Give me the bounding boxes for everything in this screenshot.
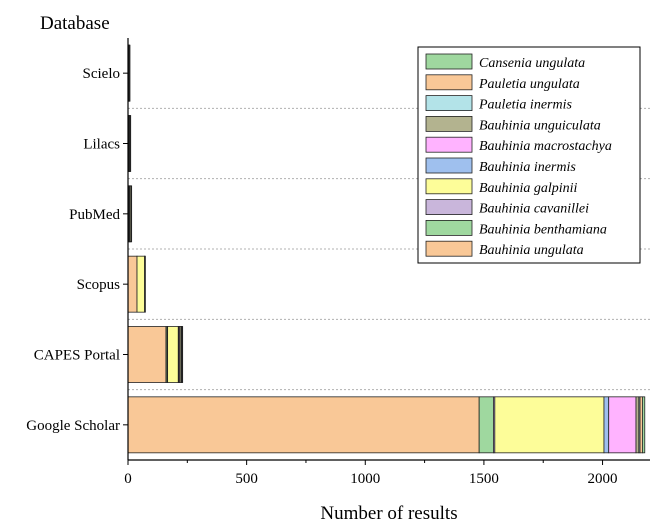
bar-capes-portal-bauhinia-galpinii <box>167 326 179 383</box>
legend-label-bauhinia-benthamiana: Bauhinia benthamiana <box>479 222 607 237</box>
bar-capes-portal-cansenia-ungulata <box>181 326 184 383</box>
x-tick-label: 2000 <box>588 471 618 487</box>
bars <box>127 44 646 454</box>
bar-capes-portal-bauhinia-ungulata <box>127 326 167 383</box>
legend-swatch-bauhinia-ungulata <box>425 240 473 257</box>
legend-label-bauhinia-unguiculata: Bauhinia unguiculata <box>479 118 601 133</box>
bar-google-scholar-bauhinia-macrostachya <box>608 396 637 454</box>
y-category-label: Scopus <box>77 277 121 293</box>
legend-swatch-pauletia-inermis <box>425 95 473 111</box>
y-category-label: Lilacs <box>83 137 120 153</box>
y-category-label: Scielo <box>83 66 121 82</box>
bar-google-scholar-bauhinia-ungulata <box>127 396 480 454</box>
bar-scielo-pauletia-ungulata <box>128 44 131 102</box>
bar-google-scholar-bauhinia-unguiculata <box>635 396 640 454</box>
bar-scopus-bauhinia-galpinii <box>136 255 146 313</box>
bar-lilacs-pauletia-ungulata <box>129 115 132 172</box>
bar-google-scholar-bauhinia-inermis <box>603 396 610 454</box>
legend-swatch-bauhinia-inermis <box>425 157 473 174</box>
legend-label-bauhinia-cavanillei: Bauhinia cavanillei <box>479 202 589 217</box>
axes <box>127 38 650 461</box>
bar-google-scholar-bauhinia-benthamiana <box>478 396 494 454</box>
legend-label-cansenia-ungulata: Cansenia ungulata <box>479 56 585 71</box>
x-tick-label: 500 <box>235 471 258 487</box>
legend-label-bauhinia-macrostachya: Bauhinia macrostachya <box>479 139 612 154</box>
y-category-label: Google Scholar <box>26 418 120 434</box>
legend-swatch-bauhinia-macrostachya <box>425 136 473 153</box>
x-tick-label: 1000 <box>350 471 380 487</box>
legend-swatch-pauletia-ungulata <box>425 74 473 91</box>
bar-scopus-bauhinia-unguiculata <box>144 255 146 313</box>
y-axis-title: Database <box>40 13 110 34</box>
legend-label-bauhinia-ungulata: Bauhinia ungulata <box>479 243 584 258</box>
legend-swatch-cansenia-ungulata <box>425 53 473 70</box>
x-axis-ticks: 0 500 1000 1500 2000 <box>124 460 618 487</box>
bar-google-scholar-cansenia-ungulata <box>642 396 646 454</box>
y-category-label: CAPES Portal <box>34 348 120 364</box>
x-axis-title: Number of results <box>320 503 457 524</box>
legend-swatch-bauhinia-unguiculata <box>425 116 473 132</box>
legend-swatch-bauhinia-benthamiana <box>425 219 473 236</box>
legend-label-bauhinia-inermis: Bauhinia inermis <box>479 160 576 175</box>
legend-swatch-bauhinia-galpinii <box>425 178 473 195</box>
bar-scopus-bauhinia-ungulata <box>127 255 138 313</box>
x-tick-label: 0 <box>124 471 132 487</box>
bar-google-scholar-bauhinia-galpinii <box>494 396 605 454</box>
legend-swatch-bauhinia-cavanillei <box>425 199 473 216</box>
y-axis-categories: Scielo Lilacs PubMed Scopus CAPES Portal Goog… <box>26 66 128 434</box>
y-category-label: PubMed <box>69 207 120 223</box>
x-tick-label: 1500 <box>469 471 499 487</box>
gridlines <box>128 107 650 391</box>
bar-pubmed-pauletia-ungulata <box>130 185 133 243</box>
legend: Cansenia ungulata Pauletia ungulata Paulet… <box>417 46 641 264</box>
legend-label-bauhinia-galpinii: Bauhinia galpinii <box>479 181 578 196</box>
legend-label-pauletia-inermis: Pauletia inermis <box>478 98 572 113</box>
legend-label-pauletia-ungulata: Pauletia ungulata <box>478 77 580 92</box>
